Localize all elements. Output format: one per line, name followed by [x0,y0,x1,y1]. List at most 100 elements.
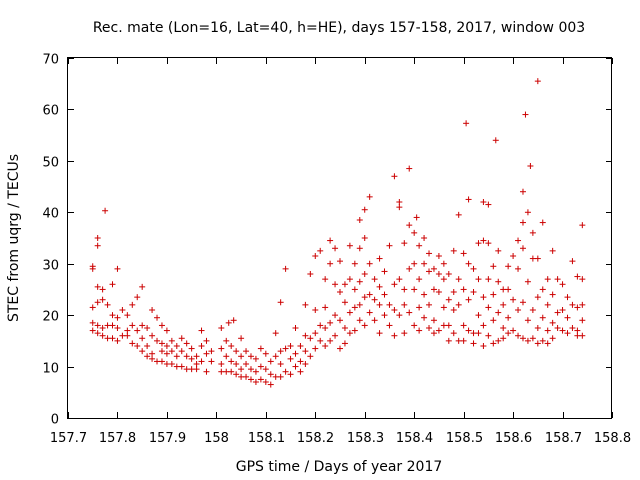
data-point [317,337,324,344]
data-point [267,358,274,365]
data-point [302,361,309,367]
data-point [247,376,254,383]
data-point [144,353,151,360]
data-point [337,289,343,295]
data-point [134,294,141,301]
data-point [505,314,512,321]
data-point [376,301,383,308]
data-point [233,361,240,367]
data-point [411,286,418,293]
data-point [554,309,561,316]
data-point [139,283,146,290]
data-point [396,276,403,283]
data-point [485,276,492,283]
data-point [505,263,512,270]
data-point [109,312,116,319]
data-point [450,289,457,295]
data-point [574,273,581,280]
data-point [366,260,373,267]
axis-ticks: 157.7 157.8 157.9 158 158.1 158.2 158.3 158.4 15… [42,53,631,447]
data-point [534,340,541,347]
data-point [262,366,269,373]
data-point [124,327,131,334]
data-point [569,258,576,265]
data-point [534,325,541,331]
data-point [99,296,106,303]
data-point [188,345,195,352]
data-point [411,260,418,267]
data-point [351,286,358,293]
data-point [277,348,284,355]
data-point [317,247,324,254]
data-point [89,304,96,311]
data-point [505,330,512,337]
data-point [413,214,420,221]
data-point [440,304,447,311]
data-point [144,325,151,331]
data-point [435,253,442,259]
data-point [564,294,571,301]
data-point [416,276,423,283]
data-point [391,281,398,288]
data-point [549,319,556,326]
data-point [495,247,502,254]
data-point [94,322,101,329]
data-point [346,330,353,337]
data-point [376,283,383,290]
data-point [351,260,358,267]
data-point [228,368,235,375]
data-point [371,296,378,303]
data-point [109,322,116,329]
data-point [510,253,517,259]
data-point [524,337,531,344]
data-point [193,353,200,360]
data-point [262,379,269,385]
data-point [564,330,571,337]
data-point [500,335,507,342]
data-point [322,304,329,311]
data-point [223,337,230,344]
data-point [475,312,482,319]
data-point [109,335,116,342]
data-point [272,330,279,337]
data-point [430,286,437,293]
data-point [361,235,368,241]
data-point [475,330,482,337]
data-point [287,355,294,362]
data-point [351,327,358,334]
data-point [341,340,348,347]
data-point [416,327,423,334]
data-point [524,317,531,324]
data-point [178,363,185,370]
data-point [460,322,467,329]
data-point [470,265,477,272]
data-point [154,314,161,321]
data-point [519,299,526,306]
data-point [381,312,388,319]
data-point [485,304,492,311]
data-point [337,317,343,324]
data-point [485,201,492,208]
data-point [198,358,205,365]
data-point [312,253,319,259]
data-point [183,353,190,360]
data-point [267,371,274,378]
data-point [94,330,101,337]
data-point [327,260,334,267]
data-point [337,258,343,265]
data-point [307,271,314,277]
data-point [341,281,348,288]
data-point [406,265,413,272]
data-point [287,343,294,349]
data-point [356,301,363,308]
data-point [198,343,205,349]
data-point [544,327,551,334]
data-point [396,312,403,319]
data-point [267,381,274,388]
data-point [149,307,156,313]
x-tick-label: 158.1 [248,431,285,446]
data-point [475,276,482,283]
data-point [490,317,497,324]
x-tick-label: 157.9 [149,431,186,446]
